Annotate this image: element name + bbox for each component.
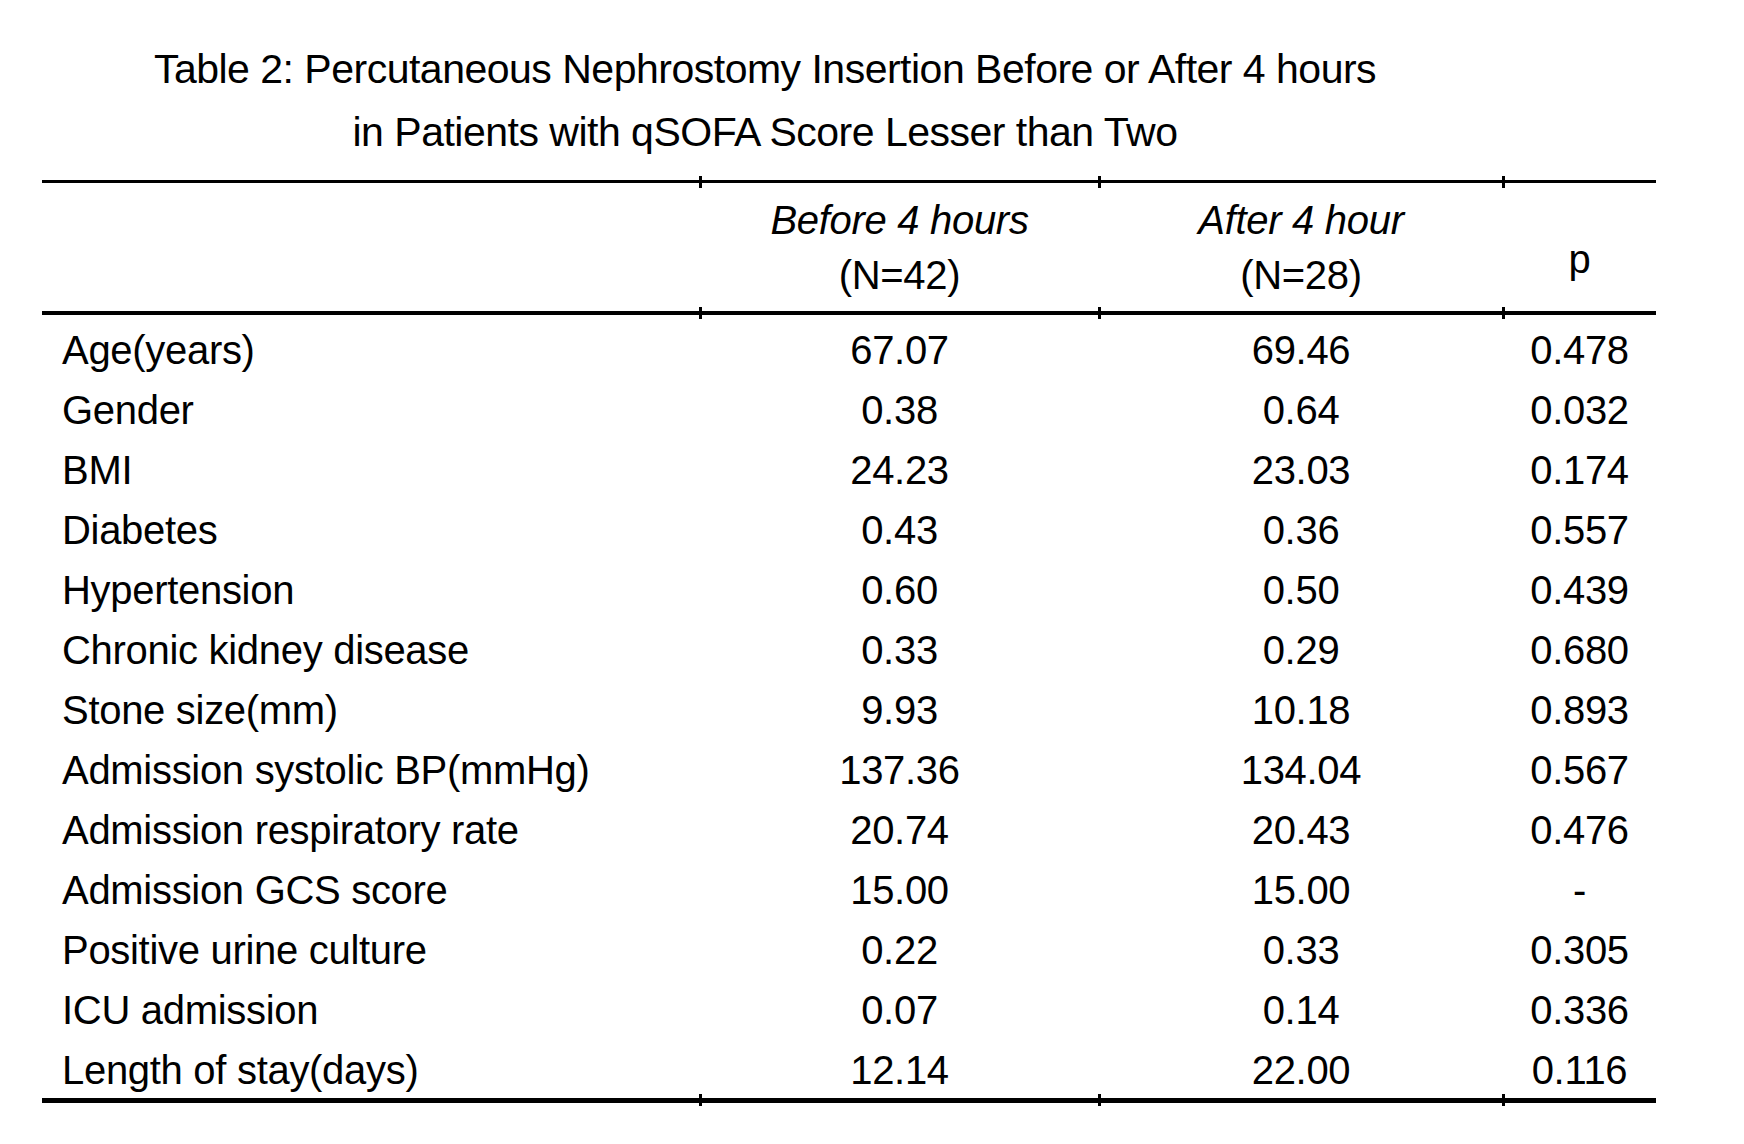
table-row: ICU admission 0.07 0.14 0.336 <box>42 980 1656 1040</box>
p-value: 0.336 <box>1503 980 1656 1040</box>
p-value: 0.680 <box>1503 620 1656 680</box>
row-label: Gender <box>42 380 700 440</box>
table-row: Admission systolic BP(mmHg) 137.36 134.0… <box>42 740 1656 800</box>
p-value: 0.567 <box>1503 740 1656 800</box>
after-value: 69.46 <box>1099 320 1503 380</box>
after-value: 20.43 <box>1099 800 1503 860</box>
column-boundary-tick <box>1502 1094 1505 1106</box>
p-value: 0.032 <box>1503 380 1656 440</box>
header-empty-cell <box>42 193 700 303</box>
table-row: Chronic kidney disease 0.33 0.29 0.680 <box>42 620 1656 680</box>
before-value: 67.07 <box>700 320 1099 380</box>
table-title-line1: Table 2: Percutaneous Nephrostomy Insert… <box>42 38 1488 101</box>
table-row: Admission respiratory rate 20.74 20.43 0… <box>42 800 1656 860</box>
table-row: Age(years) 67.07 69.46 0.478 <box>42 320 1656 380</box>
p-value: - <box>1503 860 1656 920</box>
row-label: Hypertension <box>42 560 700 620</box>
column-boundary-tick <box>699 307 702 319</box>
p-value: 0.478 <box>1503 320 1656 380</box>
column-boundary-tick <box>1098 1094 1101 1106</box>
before-value: 0.07 <box>700 980 1099 1040</box>
row-label: Admission respiratory rate <box>42 800 700 860</box>
column-boundary-tick <box>1502 307 1505 319</box>
data-table: Before 4 hours (N=42) After 4 hour (N=28… <box>42 180 1656 1110</box>
after-value: 0.14 <box>1099 980 1503 1040</box>
table-body: Age(years) 67.07 69.46 0.478 Gender 0.38… <box>42 320 1656 1100</box>
after-value: 0.64 <box>1099 380 1503 440</box>
column-boundary-tick <box>1098 176 1101 188</box>
table-row: Gender 0.38 0.64 0.032 <box>42 380 1656 440</box>
p-value: 0.305 <box>1503 920 1656 980</box>
before-value: 24.23 <box>700 440 1099 500</box>
header-after-n: (N=28) <box>1099 248 1503 303</box>
table-bottom-rule <box>42 1098 1656 1103</box>
column-boundary-tick <box>1098 307 1101 319</box>
row-label: Diabetes <box>42 500 700 560</box>
after-value: 15.00 <box>1099 860 1503 920</box>
before-value: 12.14 <box>700 1040 1099 1100</box>
table-row: Hypertension 0.60 0.50 0.439 <box>42 560 1656 620</box>
before-value: 0.22 <box>700 920 1099 980</box>
header-p-label: p <box>1569 232 1591 287</box>
table-row: Positive urine culture 0.22 0.33 0.305 <box>42 920 1656 980</box>
row-label: Positive urine culture <box>42 920 700 980</box>
row-label: Age(years) <box>42 320 700 380</box>
before-value: 9.93 <box>700 680 1099 740</box>
table-header-rule <box>42 311 1656 315</box>
table-row: Diabetes 0.43 0.36 0.557 <box>42 500 1656 560</box>
p-value: 0.174 <box>1503 440 1656 500</box>
p-value: 0.893 <box>1503 680 1656 740</box>
after-value: 0.29 <box>1099 620 1503 680</box>
before-value: 0.60 <box>700 560 1099 620</box>
before-value: 0.38 <box>700 380 1099 440</box>
header-before-n: (N=42) <box>700 248 1099 303</box>
after-value: 134.04 <box>1099 740 1503 800</box>
table-row: BMI 24.23 23.03 0.174 <box>42 440 1656 500</box>
after-value: 0.33 <box>1099 920 1503 980</box>
row-label: ICU admission <box>42 980 700 1040</box>
table-title-line2: in Patients with qSOFA Score Lesser than… <box>42 101 1488 164</box>
p-value: 0.476 <box>1503 800 1656 860</box>
after-value: 23.03 <box>1099 440 1503 500</box>
before-value: 137.36 <box>700 740 1099 800</box>
row-label: Admission GCS score <box>42 860 700 920</box>
table-row: Admission GCS score 15.00 15.00 - <box>42 860 1656 920</box>
header-p-value: p <box>1503 193 1656 303</box>
row-label: BMI <box>42 440 700 500</box>
row-label: Admission systolic BP(mmHg) <box>42 740 700 800</box>
after-value: 0.36 <box>1099 500 1503 560</box>
header-before-4-hours: Before 4 hours (N=42) <box>700 193 1099 303</box>
column-boundary-tick <box>1502 176 1505 188</box>
header-after-4-hour: After 4 hour (N=28) <box>1099 193 1503 303</box>
column-boundary-tick <box>699 1094 702 1106</box>
before-value: 20.74 <box>700 800 1099 860</box>
header-after-title: After 4 hour <box>1099 193 1503 248</box>
before-value: 0.33 <box>700 620 1099 680</box>
table-title: Table 2: Percutaneous Nephrostomy Insert… <box>42 38 1488 164</box>
after-value: 22.00 <box>1099 1040 1503 1100</box>
paper-table-page: Table 2: Percutaneous Nephrostomy Insert… <box>0 0 1744 1144</box>
p-value: 0.116 <box>1503 1040 1656 1100</box>
row-label: Length of stay(days) <box>42 1040 700 1100</box>
before-value: 0.43 <box>700 500 1099 560</box>
row-label: Chronic kidney disease <box>42 620 700 680</box>
table-row: Stone size(mm) 9.93 10.18 0.893 <box>42 680 1656 740</box>
after-value: 10.18 <box>1099 680 1503 740</box>
column-boundary-tick <box>699 176 702 188</box>
table-header-row: Before 4 hours (N=42) After 4 hour (N=28… <box>42 193 1656 303</box>
table-row: Length of stay(days) 12.14 22.00 0.116 <box>42 1040 1656 1100</box>
after-value: 0.50 <box>1099 560 1503 620</box>
p-value: 0.557 <box>1503 500 1656 560</box>
p-value: 0.439 <box>1503 560 1656 620</box>
header-before-title: Before 4 hours <box>700 193 1099 248</box>
table-top-rule <box>42 180 1656 183</box>
before-value: 15.00 <box>700 860 1099 920</box>
row-label: Stone size(mm) <box>42 680 700 740</box>
